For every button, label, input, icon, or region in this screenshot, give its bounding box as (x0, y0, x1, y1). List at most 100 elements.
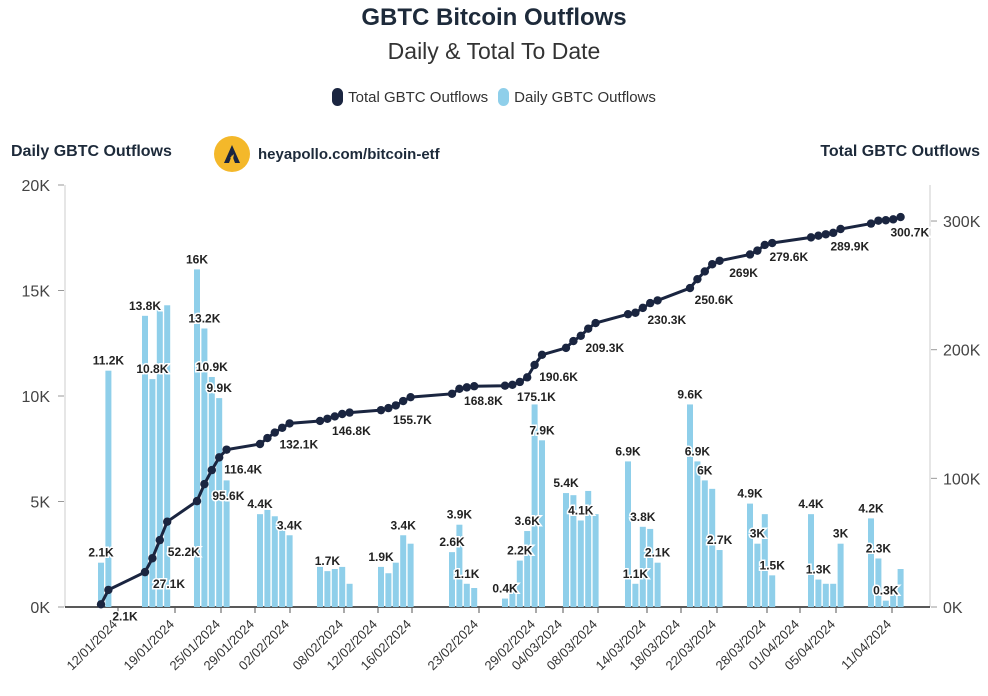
legend-label-total: Total GBTC Outflows (348, 88, 489, 106)
total-point (215, 453, 224, 462)
daily-bar (208, 377, 215, 607)
daily-bar (194, 269, 200, 607)
total-point (768, 238, 777, 248)
brand[interactable]: heyapollo.com/bitcoin-etf (214, 136, 440, 172)
total-point (708, 260, 717, 269)
bar-data-label: 5.4K (553, 476, 579, 490)
legend-item-daily[interactable]: Daily GBTC Outflows (498, 88, 656, 106)
daily-bar (149, 379, 156, 607)
daily-bar (563, 493, 569, 607)
total-point (376, 405, 386, 415)
line-data-label: 209.3K (585, 341, 624, 355)
daily-bar (897, 569, 904, 607)
daily-bar (105, 370, 112, 607)
bar-data-label: 1.3K (806, 563, 832, 577)
daily-bar (339, 566, 346, 607)
daily-bar (223, 480, 230, 607)
total-point (715, 256, 724, 265)
total-point (270, 428, 279, 437)
bars-layer (98, 269, 904, 607)
total-point (537, 350, 547, 360)
daily-bar (709, 488, 716, 607)
left-tick-label: 10K (22, 389, 51, 406)
daily-bar (815, 579, 822, 607)
daily-bar (639, 526, 646, 607)
total-point (523, 373, 532, 382)
daily-bar (632, 583, 639, 607)
total-point (222, 445, 231, 454)
daily-bar (694, 461, 701, 607)
total-point (631, 308, 640, 317)
line-data-label: 2.1K (112, 609, 138, 623)
daily-bar (400, 535, 407, 607)
bar-data-label: 3.8K (630, 510, 656, 524)
legend-item-total[interactable]: Total GBTC Outflows (332, 88, 488, 106)
chart-title: GBTC Bitcoin Outflows (361, 4, 627, 31)
total-point (104, 585, 113, 595)
total-point (896, 212, 905, 222)
daily-bar (822, 583, 829, 607)
left-axis-title: Daily GBTC Outflows (11, 143, 172, 160)
total-point (391, 401, 400, 410)
line-data-label: 279.6K (769, 250, 808, 264)
daily-bar (471, 588, 478, 607)
daily-bar (392, 562, 399, 607)
daily-bar (156, 309, 163, 607)
daily-bar (830, 583, 837, 607)
total-point (653, 296, 662, 305)
x-tick-label: 23/02/2024 (424, 617, 481, 674)
line-data-label: 230.3K (647, 313, 686, 327)
total-point (584, 324, 593, 333)
bar-data-label: 2.6K (439, 535, 465, 549)
total-point (814, 231, 823, 240)
daily-bar (585, 490, 592, 607)
bar-data-label: 9.9K (207, 381, 233, 395)
daily-bar (754, 543, 761, 607)
total-point (399, 396, 408, 406)
x-tick-label: 11/04/2024 (838, 617, 894, 673)
bar-data-label: 4.2K (858, 501, 884, 515)
total-point (685, 283, 695, 293)
daily-bar (271, 516, 278, 607)
total-point (406, 392, 415, 402)
daily-bar (385, 573, 392, 607)
daily-bar (701, 480, 708, 607)
total-point (881, 216, 890, 225)
total-point (623, 309, 633, 319)
daily-bar (577, 520, 584, 607)
bar-data-label: 6K (697, 463, 713, 477)
daily-bar (524, 531, 531, 607)
legend: Total GBTC Outflows Daily GBTC Outflows (0, 88, 988, 106)
total-point (829, 228, 838, 238)
daily-bar (286, 535, 293, 607)
daily-bar (317, 566, 323, 607)
total-point (889, 215, 898, 224)
total-point (148, 554, 157, 563)
bar-data-label: 2.3K (866, 541, 892, 555)
daily-bar (687, 404, 693, 607)
bar-data-label: 13.8K (129, 299, 161, 313)
total-point (447, 389, 457, 399)
bar-data-label: 10.9K (196, 360, 228, 374)
total-point (140, 567, 150, 577)
bar-data-label: 2.2K (507, 544, 533, 558)
daily-bar (142, 315, 148, 607)
daily-bar (837, 543, 844, 607)
daily-bar (531, 404, 538, 607)
daily-bar (331, 569, 338, 607)
right-tick-label: 100K (943, 471, 981, 488)
bar-data-label: 2.1K (645, 546, 671, 560)
daily-bar (324, 571, 331, 607)
total-point (163, 517, 172, 526)
total-point (455, 384, 464, 393)
daily-bar (516, 560, 523, 607)
daily-bar (868, 518, 874, 607)
total-point (462, 383, 471, 392)
daily-bar (449, 552, 455, 607)
total-point (745, 250, 755, 259)
daily-bar (346, 583, 353, 607)
line-data-label: 269K (729, 266, 758, 280)
daily-bar (592, 514, 599, 607)
bar-data-label: 2.7K (707, 533, 733, 547)
